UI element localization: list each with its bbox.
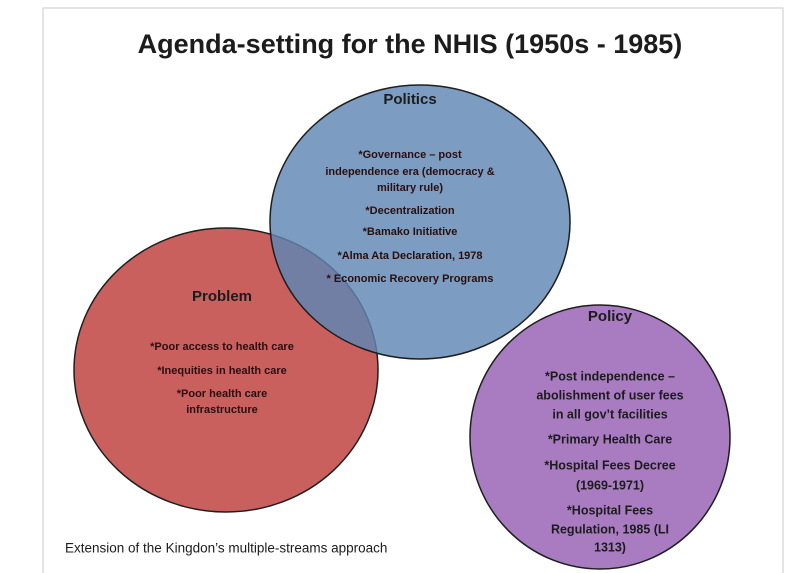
politics-item: independence era (democracy & [325,166,494,178]
problem-item: *Inequities in health care [157,365,287,377]
problem-heading: Problem [192,288,252,305]
politics-circle [269,84,571,360]
politics-item: military rule) [377,182,443,194]
politics-item: *Bamako Initiative [363,226,458,238]
policy-item: *Hospital Fees Decree [544,458,675,472]
policy-item: 1313) [594,540,626,554]
politics-item: *Governance – post [358,149,462,161]
policy-item: *Post independence – [545,369,675,383]
policy-item: *Hospital Fees [567,503,653,517]
slide-title: Agenda-setting for the NHIS (1950s - 198… [138,29,683,59]
footer-caption: Extension of the Kingdon’s multiple-stre… [65,541,387,556]
policy-item: in all gov’t facilities [552,407,667,421]
policy-item: Regulation, 1985 (LI [551,522,669,536]
problem-item: *Poor health care [177,388,267,400]
politics-item: *Decentralization [365,205,455,217]
politics-item: *Alma Ata Declaration, 1978 [337,250,482,262]
politics-item: * Economic Recovery Programs [327,273,494,285]
policy-item: *Primary Health Care [548,432,672,446]
policy-circle [469,304,731,570]
labels: Politics *Governance – post independence e… [150,91,684,554]
problem-item: infrastructure [186,404,258,416]
politics-heading: Politics [383,91,436,108]
policy-item: (1969-1971) [576,478,644,492]
policy-heading: Policy [588,308,633,325]
policy-item: abolishment of user fees [536,388,683,402]
problem-item: *Poor access to health care [150,341,294,353]
